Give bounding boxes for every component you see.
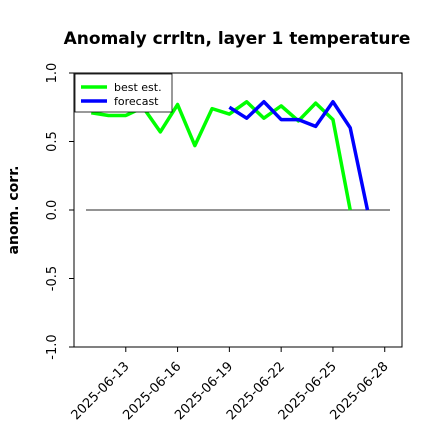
y-tick-label: 0.5 [45,131,60,152]
series-line-best-est- [90,100,352,211]
plot-area: -1.0-0.50.00.51.02025-06-132025-06-16202… [45,63,403,423]
legend-box [74,73,173,113]
legend-label: forecast [114,95,159,108]
y-tick-label: -1.0 [45,334,60,359]
y-tick-label: 1.0 [45,63,60,84]
legend-label: best est. [114,81,162,94]
series-line-forecast [228,100,370,211]
chart-title: Anomaly crrltn, layer 1 temperature [64,29,411,49]
y-tick-label: 0.0 [45,200,60,221]
y-tick-label: -0.5 [45,266,60,291]
legend: best est.forecast [74,73,173,113]
y-axis-label: anom. corr. [6,166,22,255]
